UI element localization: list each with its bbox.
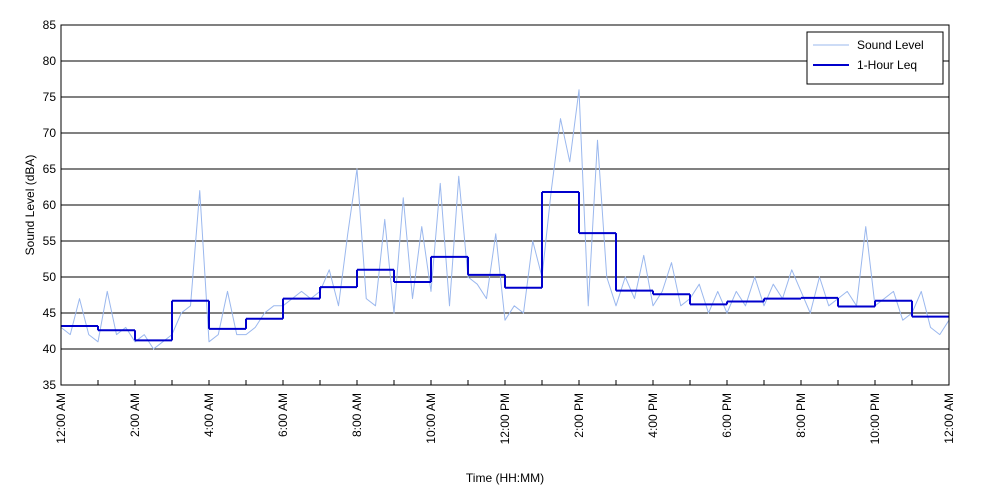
x-tick-label: 10:00 PM bbox=[868, 393, 882, 444]
y-tick-label: 65 bbox=[43, 162, 57, 176]
x-tick-label: 6:00 AM bbox=[276, 393, 290, 437]
y-tick-label: 75 bbox=[43, 90, 57, 104]
x-tick-label: 2:00 AM bbox=[128, 393, 142, 437]
y-tick-label: 70 bbox=[43, 126, 57, 140]
y-tick-label: 35 bbox=[43, 378, 57, 392]
x-tick-label: 12:00 AM bbox=[942, 393, 956, 444]
x-tick-label: 4:00 AM bbox=[202, 393, 216, 437]
x-tick-label: 2:00 PM bbox=[572, 393, 586, 438]
legend: Sound Level 1-Hour Leq bbox=[806, 31, 944, 85]
y-tick-label: 60 bbox=[43, 198, 57, 212]
y-tick-label: 85 bbox=[43, 18, 57, 32]
x-tick-label: 6:00 PM bbox=[720, 393, 734, 438]
y-tick-label: 50 bbox=[43, 270, 57, 284]
plot-frame bbox=[60, 24, 950, 386]
x-axis-label: Time (HH:MM) bbox=[466, 471, 544, 485]
x-tick-label: 12:00 PM bbox=[498, 393, 512, 444]
x-tick-label: 4:00 PM bbox=[646, 393, 660, 438]
y-tick-label: 45 bbox=[43, 306, 57, 320]
y-axis-label: Sound Level (dBA) bbox=[23, 155, 37, 256]
x-tick-label: 8:00 AM bbox=[350, 393, 364, 437]
legend-label: 1-Hour Leq bbox=[857, 58, 917, 72]
y-tick-label: 55 bbox=[43, 234, 57, 248]
legend-box bbox=[806, 31, 944, 85]
y-tick-label: 40 bbox=[43, 342, 57, 356]
x-tick-label: 12:00 AM bbox=[54, 393, 68, 444]
y-tick-label: 80 bbox=[43, 54, 57, 68]
x-tick-label: 8:00 PM bbox=[794, 393, 808, 438]
legend-label: Sound Level bbox=[857, 38, 924, 52]
series-line bbox=[60, 89, 950, 350]
x-tick-label: 10:00 AM bbox=[424, 393, 438, 444]
